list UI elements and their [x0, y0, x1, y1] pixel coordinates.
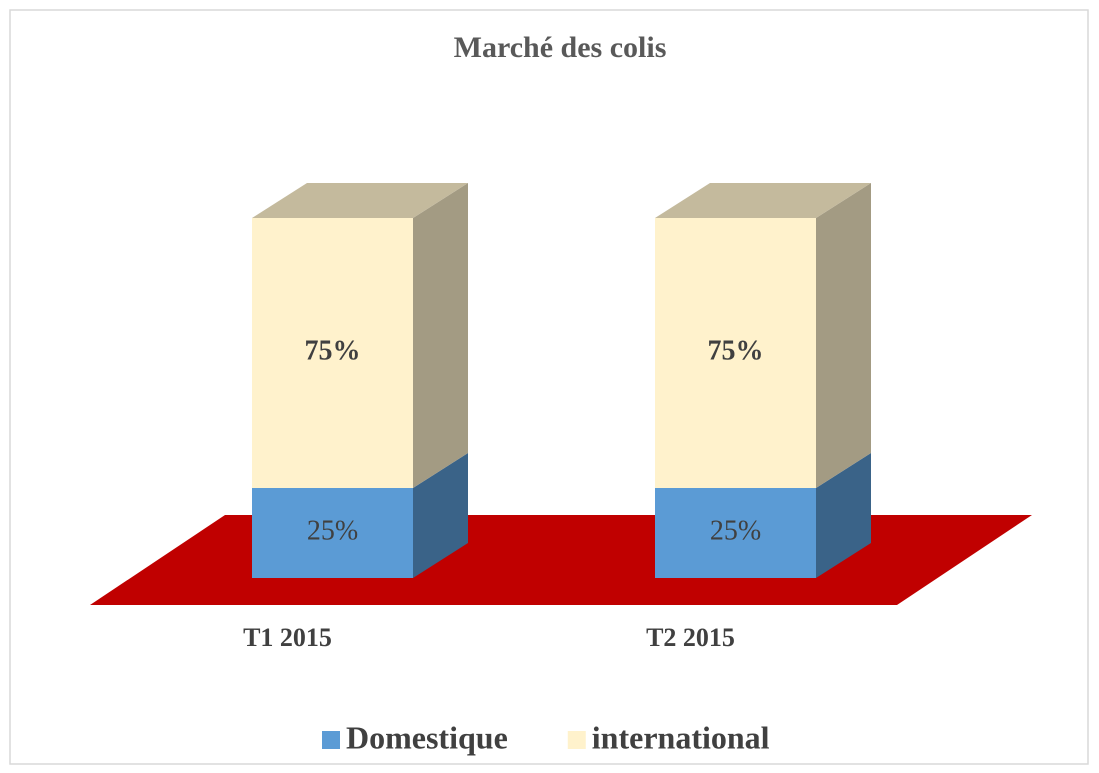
bar-side: [413, 183, 468, 488]
bar-side: [816, 183, 871, 488]
legend-swatch: [567, 731, 586, 749]
x-tick-label: T2 2015: [646, 623, 735, 652]
legend-swatch: [322, 731, 340, 749]
floor: [90, 515, 1032, 605]
chart-border: [9, 9, 1089, 765]
data-label: 25%: [710, 515, 761, 546]
bar-top: [655, 183, 871, 218]
legend-label: Domestique: [346, 719, 508, 755]
bar: [655, 488, 816, 578]
data-label: 75%: [305, 335, 361, 366]
bar: [252, 488, 413, 578]
data-label: 25%: [307, 515, 358, 546]
bar-side: [413, 453, 468, 578]
bar: [655, 218, 816, 488]
bar-side: [816, 453, 871, 578]
bar-top: [252, 183, 468, 218]
legend-label: international: [592, 719, 770, 755]
bar: [252, 218, 413, 488]
x-tick-label: T1 2015: [243, 623, 332, 652]
chart-title: Marché des colis: [454, 31, 667, 64]
data-label: 75%: [708, 335, 764, 366]
